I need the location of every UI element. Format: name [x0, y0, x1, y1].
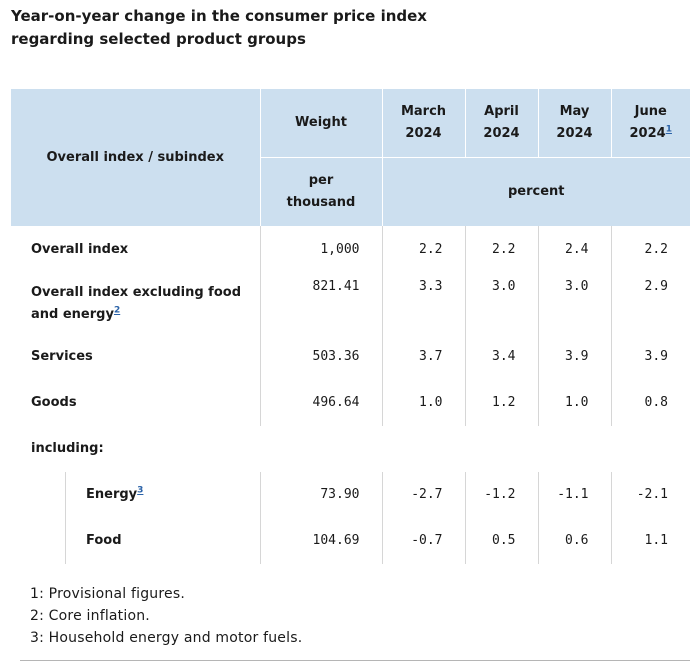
table-row: Goods 496.64 1.0 1.2 1.0 0.8 [11, 380, 690, 426]
row-label: Energy3 [11, 472, 260, 518]
row-label: Goods [31, 395, 77, 410]
weight-cell: 503.36 [259, 334, 382, 380]
value-cell: -2.1 [610, 472, 690, 518]
header-month-may: May 2024 [537, 89, 611, 158]
row-label: Food [11, 518, 260, 564]
footnote-link-1[interactable]: 1 [665, 124, 672, 135]
value-cell: 0.5 [464, 518, 538, 564]
value-cell: 0.6 [537, 518, 611, 564]
weight-cell: 821.41 [259, 274, 382, 334]
value-cell: 3.7 [381, 334, 465, 380]
header-month-march: March 2024 [381, 89, 465, 158]
footnote-3: 3: Household energy and motor fuels. [30, 630, 303, 646]
row-label-line: and energy [31, 307, 114, 322]
value-cell: -0.7 [381, 518, 465, 564]
header-month-april: April 2024 [464, 89, 538, 158]
value-cell: 3.3 [381, 274, 465, 334]
row-label-text: Energy [86, 487, 138, 502]
value-cell: -2.7 [381, 472, 465, 518]
month-name: March [400, 104, 447, 119]
value-cell: -1.2 [464, 472, 538, 518]
value-cell: 2.9 [610, 274, 690, 334]
table-header: Overall index / subindex Weight March 20… [11, 89, 690, 226]
value-cell: 3.0 [464, 274, 538, 334]
table-row: Services 503.36 3.7 3.4 3.9 3.9 [11, 334, 690, 380]
month-name: June [634, 104, 667, 119]
header-row-label: Overall index / subindex [11, 89, 260, 226]
month-year: 2024 [483, 126, 520, 141]
table-row: Food 104.69 -0.7 0.5 0.6 1.1 [11, 518, 690, 564]
table-row: Energy3 73.90 -2.7 -1.2 -1.1 -2.1 [11, 472, 690, 518]
footnote-link-2[interactable]: 2 [113, 305, 121, 316]
footnote-link-3[interactable]: 3 [137, 485, 144, 496]
value-cell: 1.2 [464, 380, 538, 426]
table-row: Overall index 1,000 2.2 2.2 2.4 2.2 [11, 226, 690, 274]
row-label: Services [31, 349, 93, 364]
row-label: Overall index [31, 242, 129, 257]
header-percent: percent [381, 157, 690, 226]
table-body: Overall index 1,000 2.2 2.2 2.4 2.2 Over… [11, 226, 690, 564]
value-cell: 2.2 [381, 226, 465, 274]
value-cell: 3.4 [464, 334, 538, 380]
month-name: May [559, 104, 590, 119]
weight-unit-line: thousand [286, 195, 356, 210]
month-year: 2024 [405, 126, 442, 141]
value-cell: 2.4 [537, 226, 611, 274]
value-cell: 1.0 [381, 380, 465, 426]
weight-cell: 496.64 [259, 380, 382, 426]
value-cell: 0.8 [610, 380, 690, 426]
weight-unit-line: per [308, 173, 334, 188]
header-weight-unit: per thousand [259, 157, 382, 226]
month-year: 2024 [556, 126, 593, 141]
month-year: 2024 [629, 126, 666, 141]
table-row: Overall index excluding food and energy2… [11, 274, 690, 334]
value-cell: 2.2 [464, 226, 538, 274]
value-cell: 2.2 [610, 226, 690, 274]
header-weight: Weight [259, 89, 382, 158]
table-row: including: [11, 426, 690, 472]
weight-cell: 1,000 [259, 226, 382, 274]
footnote-1: 1: Provisional figures. [30, 586, 185, 602]
value-cell: 3.0 [537, 274, 611, 334]
weight-cell: 73.90 [259, 472, 382, 518]
title-line-2: regarding selected product groups [11, 30, 306, 48]
row-label: Overall index excluding food and energy2 [11, 274, 260, 334]
footnote-2: 2: Core inflation. [30, 608, 150, 624]
page-title: Year-on-year change in the consumer pric… [11, 5, 651, 51]
row-label-including: including: [31, 441, 104, 456]
weight-cell: 104.69 [259, 518, 382, 564]
title-line-1: Year-on-year change in the consumer pric… [11, 7, 427, 25]
value-cell: 1.1 [610, 518, 690, 564]
cpi-table: Overall index / subindex Weight March 20… [11, 89, 690, 564]
bottom-divider [20, 660, 690, 661]
value-cell: 3.9 [610, 334, 690, 380]
value-cell: -1.1 [537, 472, 611, 518]
value-cell: 3.9 [537, 334, 611, 380]
value-cell: 1.0 [537, 380, 611, 426]
month-name: April [484, 104, 519, 119]
header-month-june: June 20241 [610, 89, 690, 158]
footnotes: 1: Provisional figures. 2: Core inflatio… [30, 583, 302, 649]
row-label-line: Overall index excluding food [31, 285, 241, 300]
